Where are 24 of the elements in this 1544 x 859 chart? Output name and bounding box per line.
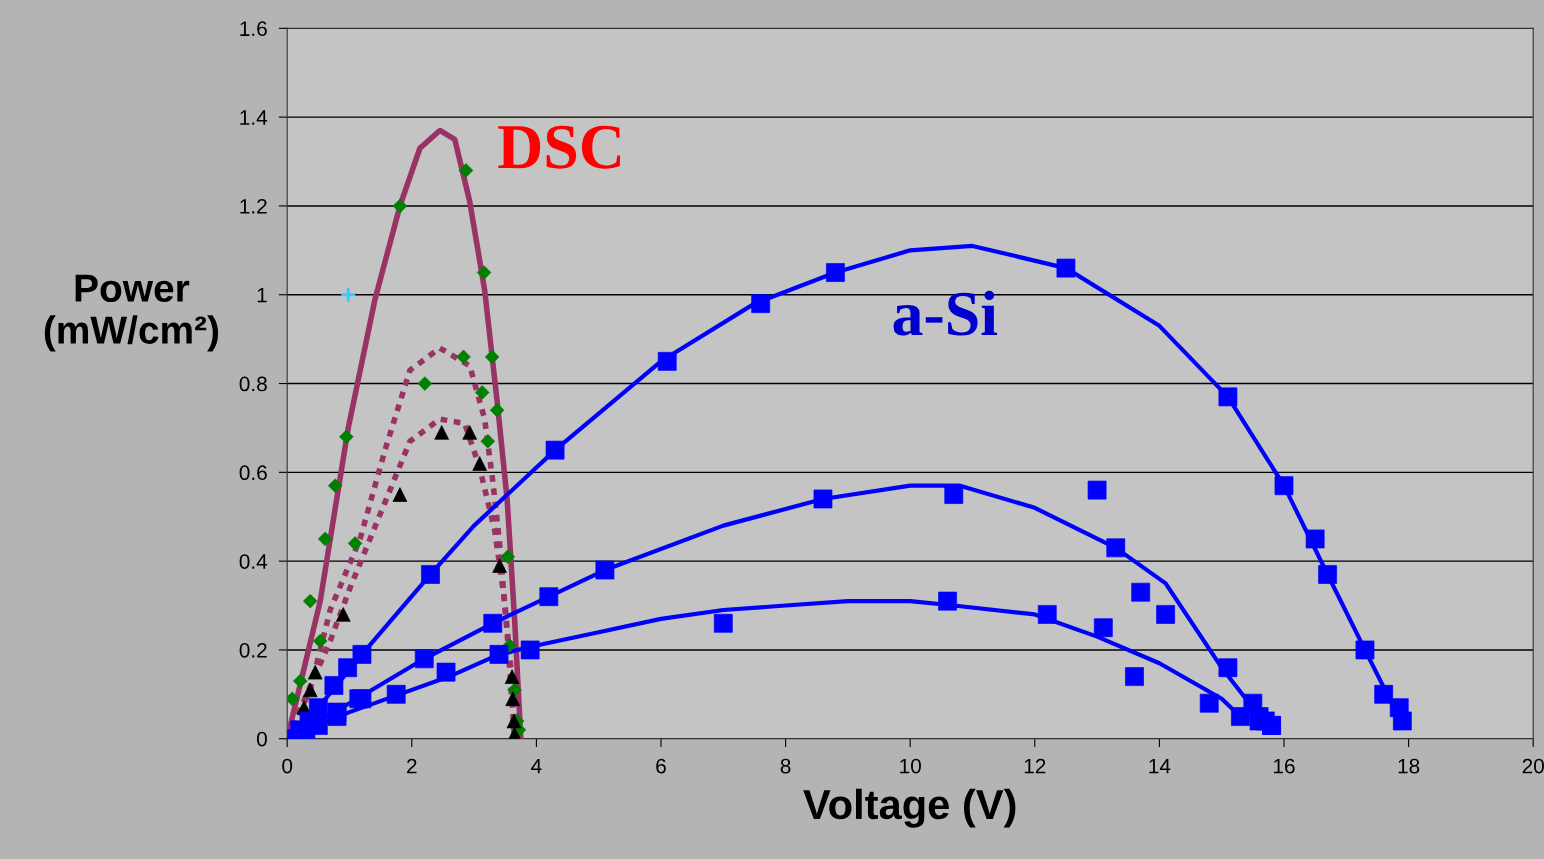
x-tick-label: 8 <box>780 758 791 774</box>
y-tick-label: 1 <box>257 287 267 303</box>
y-tick-label: 0 <box>256 731 267 747</box>
y-tick-label: 0.2 <box>239 642 267 658</box>
x-axis-title: Voltage (V) <box>803 788 1016 828</box>
x-tick-label: 0 <box>282 758 293 774</box>
y-tick-label: 1.4 <box>240 110 268 125</box>
y-axis-title: Power (mW/cm²) <box>44 274 219 352</box>
y-tick-label: 0.4 <box>239 554 268 569</box>
annotation: a-Si <box>893 290 998 336</box>
x-tick-label: 18 <box>1398 758 1420 774</box>
x-tick-label: 4 <box>531 758 542 774</box>
y-tick-label: 0.6 <box>239 465 267 481</box>
y-tick-label: 1.2 <box>240 198 267 214</box>
y-tick-label: 0.8 <box>239 376 267 392</box>
x-tick-label: 6 <box>656 758 666 774</box>
y-tick-label: 1.6 <box>240 21 267 37</box>
x-tick-label: 20 <box>1522 758 1544 774</box>
x-tick-label: 14 <box>1149 758 1171 774</box>
x-tick-label: 2 <box>407 758 417 774</box>
annotation: DSC <box>498 125 621 169</box>
x-tick-label: 16 <box>1273 758 1295 774</box>
x-tick-label: 10 <box>900 758 921 774</box>
x-tick-label: 12 <box>1024 758 1046 774</box>
